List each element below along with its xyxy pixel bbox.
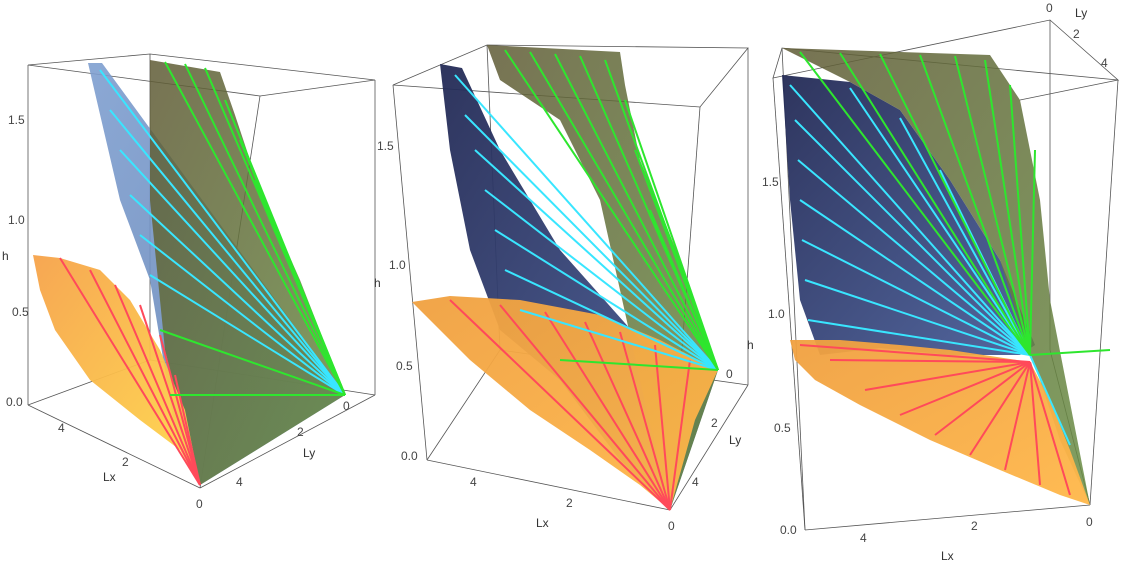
y-tick-3-2: 4 xyxy=(1101,56,1108,70)
z-tick-2-3: 1.5 xyxy=(377,139,394,153)
y-tick-2-1: 2 xyxy=(711,416,718,430)
z-tick-3-3: 1.5 xyxy=(762,175,779,189)
x-tick-3-0: 4 xyxy=(860,531,867,545)
z-tick-1-0: 0.0 xyxy=(6,395,23,409)
rulings-2 xyxy=(449,49,719,511)
x-tick-2-0: 4 xyxy=(470,475,477,489)
z-axis-label-1: h xyxy=(2,249,9,263)
z-tick-2-1: 0.5 xyxy=(396,359,413,373)
z-tick-1-1: 0.5 xyxy=(12,305,29,319)
surface-orange-3 xyxy=(790,340,1090,505)
z-tick-1-3: 1.5 xyxy=(8,113,25,127)
surface-orange-1 xyxy=(33,255,200,485)
y-tick-2-0: 0 xyxy=(726,367,733,381)
x-ticks-1: 4 2 0 xyxy=(58,421,203,511)
surface-blue-3 xyxy=(782,75,1035,355)
x-axis-label-2: Lx xyxy=(536,516,549,530)
x-tick-1-1: 2 xyxy=(122,455,129,469)
z-tick-2-0: 0.0 xyxy=(401,449,418,463)
y-tick-1-0: 0 xyxy=(343,399,350,413)
x-axis-label-3: Lx xyxy=(941,549,954,563)
y-tick-3-0: 0 xyxy=(1046,1,1053,15)
y-ticks-2: 0 2 4 xyxy=(692,367,733,489)
rulings-3 xyxy=(789,51,1111,496)
x-tick-3-2: 0 xyxy=(1086,515,1093,529)
y-tick-1-2: 4 xyxy=(236,475,243,489)
chart-panel-2: 0.0 0.5 1.0 1.5 4 2 0 0 2 4 h Lx Ly xyxy=(374,44,749,533)
z-tick-3-0: 0.0 xyxy=(780,523,797,537)
chart-panel-3: 0.0 0.5 1.0 1.5 4 2 0 0 2 4 h Lx Ly xyxy=(747,1,1120,563)
z-tick-3-1: 0.5 xyxy=(774,421,791,435)
z-tick-3-2: 1.0 xyxy=(768,307,785,321)
x-tick-1-0: 4 xyxy=(58,421,65,435)
surface-green-3 xyxy=(782,48,1090,505)
x-ticks-2: 4 2 0 xyxy=(470,475,675,533)
surface-orange-2 xyxy=(412,296,718,510)
chart-panel-1: 0.0 0.5 1.0 1.5 4 2 0 0 2 4 h Lx Ly xyxy=(2,53,376,511)
y-axis-label-3: Ly xyxy=(1075,6,1087,20)
z-axis-label-2: h xyxy=(374,276,381,290)
x-tick-3-1: 2 xyxy=(971,519,978,533)
z-ticks-3: 0.0 0.5 1.0 1.5 xyxy=(762,175,797,537)
x-axis-label-1: Lx xyxy=(103,470,116,484)
x-tick-2-2: 0 xyxy=(668,519,675,533)
x-tick-1-2: 0 xyxy=(196,497,203,511)
z-tick-2-2: 1.0 xyxy=(389,258,406,272)
x-tick-2-1: 2 xyxy=(566,496,573,510)
y-axis-label-1: Ly xyxy=(303,446,315,460)
z-tick-1-2: 1.0 xyxy=(8,213,25,227)
z-ticks-2: 0.0 0.5 1.0 1.5 xyxy=(377,139,418,463)
y-tick-1-1: 2 xyxy=(297,425,304,439)
y-tick-3-1: 2 xyxy=(1073,27,1080,41)
z-axis-label-3: h xyxy=(747,338,754,352)
y-ticks-1: 0 2 4 xyxy=(236,399,350,489)
y-ticks-3: 0 2 4 xyxy=(1046,1,1108,70)
x-ticks-3: 4 2 0 xyxy=(860,515,1093,545)
z-ticks-1: 0.0 0.5 1.0 1.5 xyxy=(6,113,29,409)
y-axis-label-2: Ly xyxy=(729,433,741,447)
bounding-box-3 xyxy=(772,19,1120,531)
y-tick-2-2: 4 xyxy=(692,475,699,489)
rulings-1 xyxy=(59,61,346,486)
